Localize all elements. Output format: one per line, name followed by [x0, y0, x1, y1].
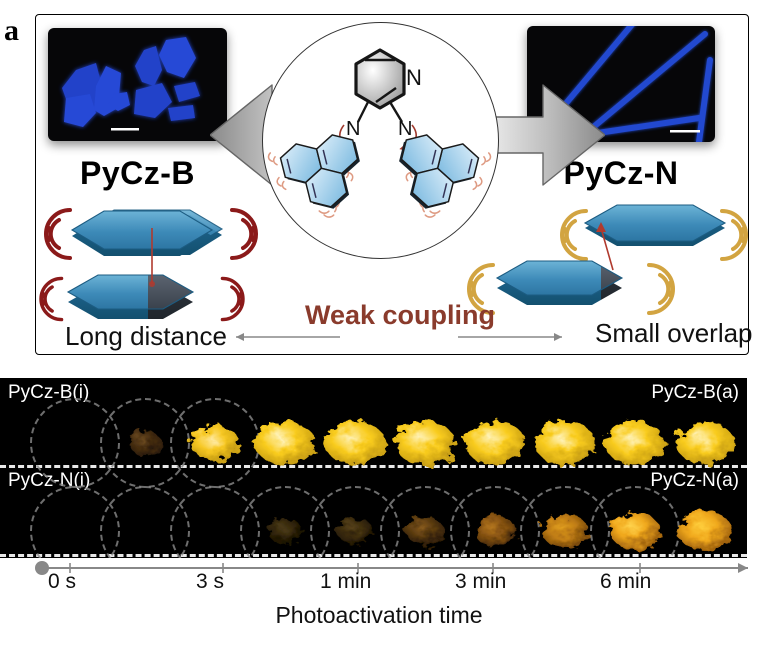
svg-text:N: N: [346, 118, 360, 140]
svg-text:N: N: [398, 118, 412, 140]
svg-text:N: N: [406, 65, 422, 90]
